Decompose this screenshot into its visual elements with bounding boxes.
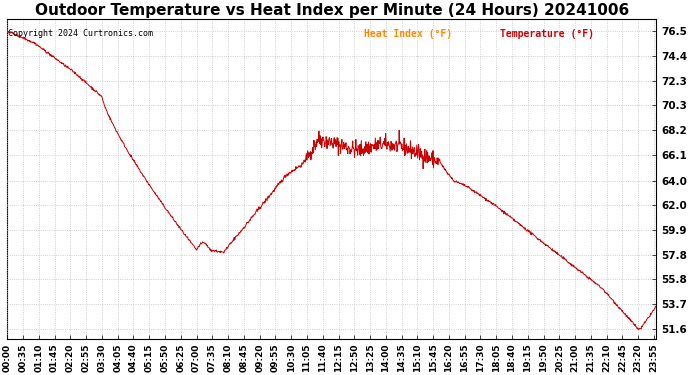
Text: Heat Index (°F): Heat Index (°F) <box>364 28 453 39</box>
Text: Temperature (°F): Temperature (°F) <box>500 28 595 39</box>
Title: Outdoor Temperature vs Heat Index per Minute (24 Hours) 20241006: Outdoor Temperature vs Heat Index per Mi… <box>34 3 629 18</box>
Text: Copyright 2024 Curtronics.com: Copyright 2024 Curtronics.com <box>8 28 153 38</box>
